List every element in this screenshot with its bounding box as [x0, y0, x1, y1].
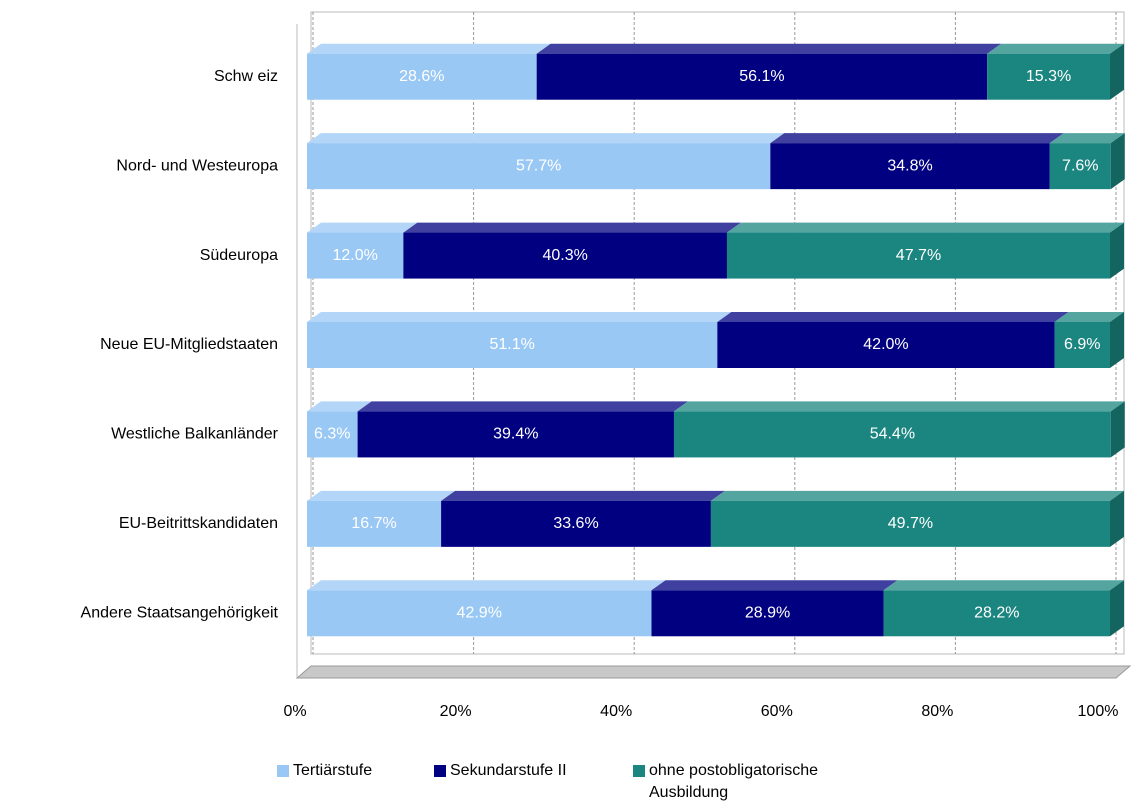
bar-top: [1049, 133, 1125, 144]
bar-segment: [357, 411, 674, 458]
bar-top: [403, 222, 741, 233]
bar-top: [307, 133, 785, 144]
category-label: Westliche Balkanländer: [111, 426, 279, 443]
bar-top: [883, 580, 1124, 591]
bar-side: [1110, 312, 1124, 368]
bar-segment: [717, 322, 1055, 368]
category-label: EU-Beitrittskandidaten: [119, 515, 278, 532]
x-tick-label: 0%: [283, 703, 306, 720]
legend-label: Tertiärstufe: [293, 762, 373, 779]
floor: [295, 665, 1132, 679]
data-label: 49.7%: [888, 515, 933, 532]
bar-top: [536, 43, 1002, 54]
bar-segment: [307, 53, 537, 100]
bar-segment: [673, 411, 1111, 458]
x-tick-label: 60%: [761, 703, 793, 720]
data-label: 33.6%: [553, 515, 598, 532]
bar-side: [1110, 133, 1125, 190]
legend-swatch: [633, 765, 645, 777]
data-label: 56.1%: [739, 68, 784, 85]
data-label: 57.7%: [516, 157, 561, 174]
data-label: 28.2%: [974, 605, 1019, 622]
bar-segment: [1049, 143, 1111, 190]
bar-top: [307, 222, 418, 233]
data-label: 39.4%: [493, 426, 538, 443]
bar-side: [1110, 43, 1124, 100]
data-label: 16.7%: [351, 515, 396, 532]
bar-top: [710, 490, 1124, 501]
bar-segment: [307, 411, 358, 458]
data-label: 40.3%: [542, 247, 587, 264]
data-label: 34.8%: [887, 157, 932, 174]
data-label: 42.9%: [457, 605, 502, 622]
bar-side: [1110, 490, 1124, 547]
bar-segment: [441, 500, 711, 547]
x-tick-label: 80%: [921, 703, 953, 720]
data-label: 51.1%: [489, 336, 534, 353]
bar-segment: [651, 590, 884, 637]
category-label: Neue EU-Mitgliedstaaten: [100, 336, 278, 353]
data-label: 7.6%: [1062, 157, 1098, 174]
category-label: Südeuropa: [200, 247, 278, 264]
bar-segment: [536, 53, 988, 100]
bar-top: [1054, 312, 1124, 322]
bar-top: [307, 580, 666, 591]
x-tick-label: 40%: [600, 703, 632, 720]
bar-top: [307, 490, 456, 501]
bar-segment: [1054, 322, 1110, 368]
bar-segment: [726, 232, 1110, 279]
legend-swatch: [434, 765, 446, 777]
bar-segment: [307, 322, 718, 368]
legend-label: ohne postobligatorische Ausbildung: [649, 762, 819, 801]
bar-side: [1110, 222, 1124, 279]
bar-side: [1110, 401, 1125, 458]
data-label: 47.7%: [896, 247, 941, 264]
bar-segment: [307, 500, 442, 547]
bar-top: [717, 312, 1069, 322]
bar-top: [441, 490, 725, 501]
bar-top: [357, 401, 688, 412]
x-tick-label: 100%: [1078, 703, 1119, 720]
bar-segment: [307, 590, 652, 637]
data-label: 54.4%: [870, 426, 915, 443]
bar-top: [307, 43, 551, 54]
data-label: 28.6%: [399, 68, 444, 85]
bar-top: [770, 133, 1064, 144]
data-label: 6.3%: [314, 426, 350, 443]
bar-segment: [403, 232, 727, 279]
data-label: 6.9%: [1064, 336, 1100, 353]
bar-segment: [307, 143, 771, 190]
bar-segment: [987, 53, 1110, 100]
bar-side: [1110, 580, 1124, 637]
bar-segment: [710, 500, 1110, 547]
bar-segment: [770, 143, 1050, 190]
bar-top: [726, 222, 1124, 233]
category-label: Andere Staatsangehörigkeit: [81, 605, 279, 622]
bar-top: [987, 43, 1124, 54]
data-label: 42.0%: [863, 336, 908, 353]
legend-label: Sekundarstufe II: [450, 762, 567, 779]
data-label: 28.9%: [745, 605, 790, 622]
bar-top: [673, 401, 1125, 412]
x-tick-label: 20%: [440, 703, 472, 720]
bar-top: [307, 312, 732, 322]
category-label: Schw eiz: [214, 68, 278, 85]
bar-segment: [307, 232, 404, 279]
bar-segment: [883, 590, 1110, 637]
bar-top: [651, 580, 898, 591]
bar-top: [307, 401, 372, 412]
category-label: Nord- und Westeuropa: [116, 157, 278, 174]
legend-swatch: [277, 765, 289, 777]
data-label: 15.3%: [1026, 68, 1071, 85]
data-label: 12.0%: [332, 247, 377, 264]
